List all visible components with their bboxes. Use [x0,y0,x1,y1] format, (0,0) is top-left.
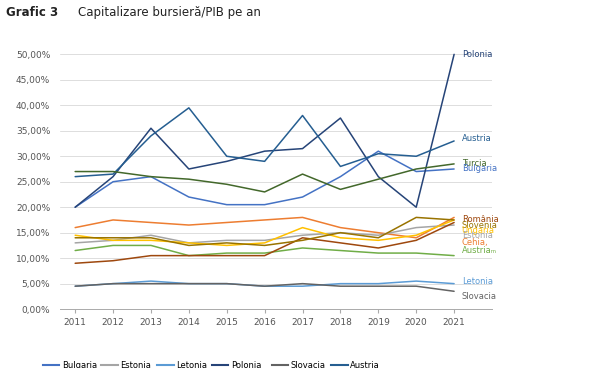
Text: Polonia: Polonia [461,50,492,59]
Text: Grafic 3: Grafic 3 [6,6,58,18]
Text: Bulgaria: Bulgaria [461,164,497,173]
Text: România: România [461,215,499,224]
Legend: Bulgaria, Cehia, Estonia, Ungaria, Letonia, Austria, Polonia, România, Slovacia,: Bulgaria, Cehia, Estonia, Ungaria, Leton… [43,361,380,368]
Text: Cehia,: Cehia, [461,238,488,247]
Text: Ungaria: Ungaria [461,226,494,235]
Text: Letonia: Letonia [461,277,493,286]
Text: Slovenia: Slovenia [461,220,497,230]
Text: Estonia: Estonia [461,231,493,240]
Text: Turcia: Turcia [461,159,487,169]
Text: Austria: Austria [461,134,491,143]
Text: Austriaₘ: Austriaₘ [461,246,497,255]
Text: Slovacia: Slovacia [461,292,497,301]
Text: Capitalizare bursieră/PIB pe an: Capitalizare bursieră/PIB pe an [78,6,261,18]
